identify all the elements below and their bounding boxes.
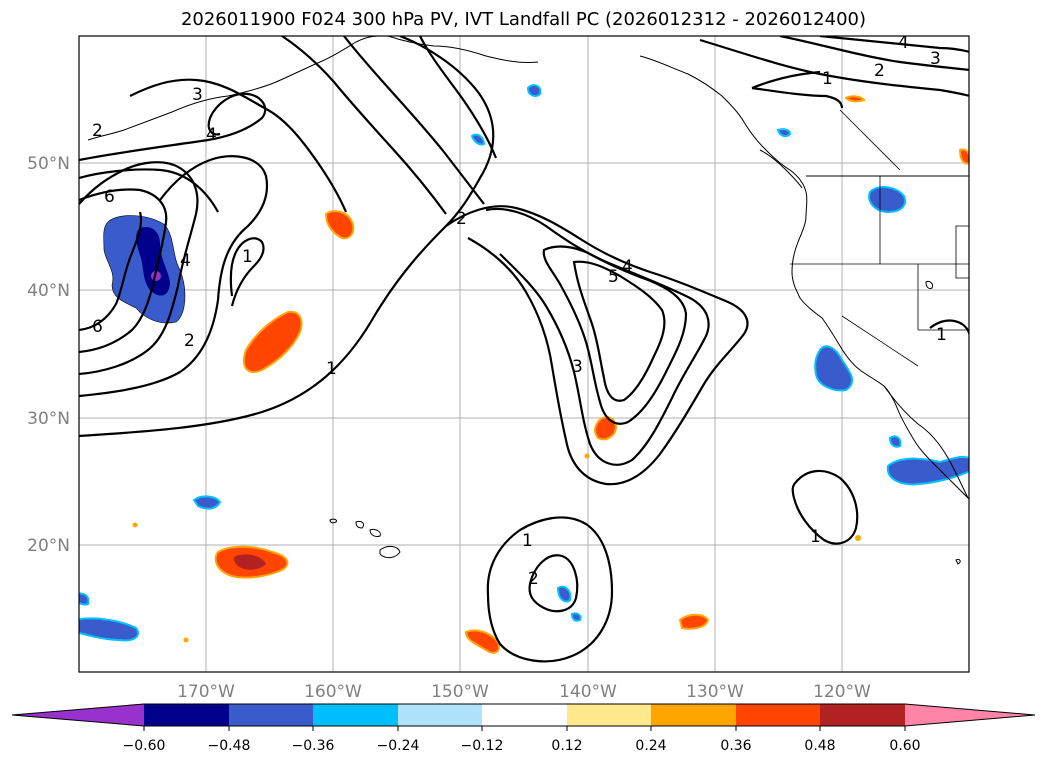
negative-anomaly-region <box>776 128 792 138</box>
contour-label: 1 <box>522 531 533 551</box>
colorbar-swatch <box>482 704 567 726</box>
colorbar-swatch <box>567 704 651 726</box>
colorbar-swatch <box>651 704 736 726</box>
contour-label: 4 <box>622 257 633 277</box>
negative-anomaly-region <box>79 617 139 642</box>
positive-anomaly-region <box>243 310 303 373</box>
colorbar-ticks <box>143 726 906 731</box>
positive-anomaly-spot <box>183 637 189 643</box>
colorbar-tick-label: −0.36 <box>292 738 335 754</box>
contour-labels: 4 3 1 2 3 4 2 6 4 2 6 1 2 1 5 4 3 1 1 2 … <box>92 33 947 589</box>
contour-label: 1 <box>936 325 947 345</box>
map-gridlines <box>79 36 969 672</box>
colorbar-swatch <box>398 704 482 726</box>
negative-anomaly-region <box>886 455 969 486</box>
lat-label: 50°N <box>27 154 70 174</box>
positive-anomaly-region <box>958 148 969 165</box>
colorbar-low-extension <box>12 704 144 726</box>
negative-anomaly-region <box>79 592 90 606</box>
contour-label: 2 <box>184 331 195 351</box>
positive-anomaly-spot <box>855 535 861 541</box>
contour-label: 2 <box>528 569 539 589</box>
colorbar-tick-label: −0.48 <box>208 738 251 754</box>
lon-label: 120°W <box>813 682 871 702</box>
colorbar-swatch <box>820 704 905 726</box>
colorbar-tick-label: 0.24 <box>635 738 666 754</box>
negative-anomaly-core <box>136 226 170 296</box>
colorbar-swatch <box>144 704 229 726</box>
colorbar-swatch <box>313 704 398 726</box>
negative-anomaly-region <box>888 435 902 448</box>
negative-anomaly-region <box>556 585 572 603</box>
colorbar-high-extension <box>905 704 1035 726</box>
lat-label: 40°N <box>27 281 70 301</box>
colorbar-tick-label: −0.24 <box>377 738 420 754</box>
colorbar-tick-label: −0.60 <box>123 738 166 754</box>
negative-anomaly-region <box>470 133 486 146</box>
contour-label: 1 <box>242 247 253 267</box>
pv-anomaly-fills <box>79 84 969 654</box>
colorbar-swatch <box>229 704 313 726</box>
colorbar-tick-label: 0.36 <box>720 738 751 754</box>
coastlines <box>87 36 969 565</box>
colorbar-tick-label: −0.12 <box>461 738 504 754</box>
lon-label: 170°W <box>177 682 235 702</box>
contour-label: 2 <box>874 61 885 81</box>
positive-anomaly-region <box>464 629 500 654</box>
positive-anomaly-region <box>678 613 710 630</box>
positive-anomaly-spot <box>584 453 590 459</box>
positive-anomaly-core <box>233 554 266 570</box>
contour-label: 5 <box>608 267 619 287</box>
lon-label: 150°W <box>431 682 489 702</box>
negative-anomaly-region <box>814 345 854 392</box>
latitude-labels: 50°N 40°N 30°N 20°N <box>27 154 70 556</box>
contour-label: 3 <box>192 85 203 105</box>
longitude-labels: 170°W 160°W 150°W 140°W 130°W 120°W <box>177 682 871 702</box>
negative-anomaly-region <box>868 186 906 214</box>
negative-anomaly-region <box>192 495 222 510</box>
contour-label: 1 <box>810 527 821 547</box>
negative-anomaly-region <box>526 84 542 97</box>
contour-label: 2 <box>92 121 103 141</box>
negative-anomaly-region <box>570 612 582 622</box>
contour-label: 3 <box>930 49 941 69</box>
map-frame <box>78 35 970 673</box>
contour-label: 4 <box>180 251 191 271</box>
colorbar-tick-label: 0.60 <box>889 738 920 754</box>
contour-label: 2 <box>456 209 467 229</box>
positive-anomaly-region <box>844 95 866 103</box>
colorbar-tick-label: 0.48 <box>804 738 835 754</box>
map-title: 2026011900 F024 300 hPa PV, IVT Landfall… <box>180 9 867 30</box>
contour-label: 6 <box>104 187 115 207</box>
lon-label: 140°W <box>559 682 617 702</box>
contour-label: 1 <box>326 359 337 379</box>
contour-label: 4 <box>898 33 909 53</box>
colorbar: −0.60 −0.48 −0.36 −0.24 −0.12 0.12 0.24 … <box>11 703 1036 754</box>
contour-label: 3 <box>572 357 583 377</box>
contour-label: 1 <box>822 69 833 89</box>
lon-label: 130°W <box>686 682 744 702</box>
lat-label: 30°N <box>27 409 70 429</box>
contour-label: 6 <box>92 317 103 337</box>
contour-label: 4 <box>206 125 217 145</box>
colorbar-tick-label: 0.12 <box>551 738 582 754</box>
lat-label: 20°N <box>27 536 70 556</box>
positive-anomaly-region <box>594 416 618 441</box>
pv-contours <box>79 36 969 663</box>
positive-anomaly-spot <box>132 522 138 528</box>
lon-label: 160°W <box>304 682 362 702</box>
colorbar-swatch <box>736 704 820 726</box>
positive-anomaly-region <box>324 210 355 240</box>
